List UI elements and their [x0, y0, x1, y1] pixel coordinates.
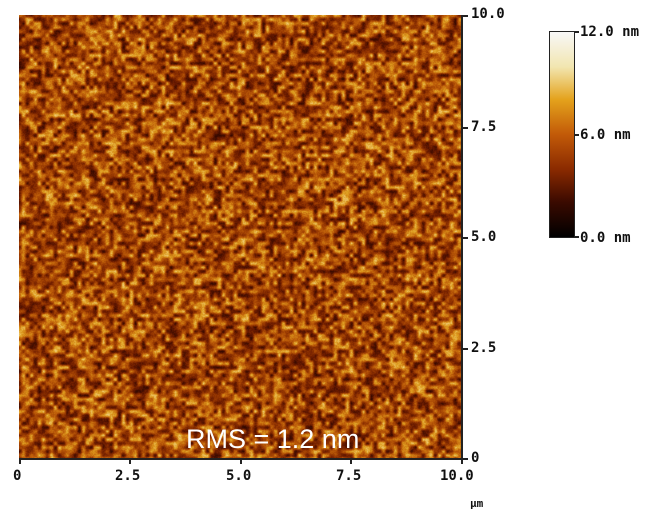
colorbar-tick-bottom — [575, 236, 579, 238]
x-axis-unit: µm — [470, 497, 484, 510]
x-tick-1 — [129, 458, 131, 464]
colorbar-tick-top — [575, 31, 579, 33]
y-tick-label-0: 0 — [471, 450, 480, 466]
x-tick-label-3: 7.5 — [336, 468, 362, 484]
y-tick-3 — [461, 127, 468, 129]
y-tick-label-4: 10.0 — [471, 6, 505, 22]
y-tick-0 — [461, 458, 468, 460]
colorbar-label-min: 0.0 nm — [580, 230, 631, 246]
height-colorbar — [549, 31, 575, 238]
x-tick-label-4: 10.0 — [440, 468, 474, 484]
x-tick-0 — [19, 458, 21, 464]
x-tick-3 — [350, 458, 352, 464]
x-tick-label-2: 5.0 — [226, 468, 252, 484]
x-tick-2 — [240, 458, 242, 464]
x-tick-label-0: 0 — [13, 468, 22, 484]
x-tick-label-1: 2.5 — [115, 468, 141, 484]
y-tick-2 — [461, 237, 468, 239]
colorbar-tick-mid — [575, 134, 579, 136]
afm-height-map — [19, 15, 462, 458]
colorbar-label-mid: 6.0 nm — [580, 127, 631, 143]
x-tick-4 — [461, 458, 463, 464]
rms-label: RMS = 1.2 nm — [186, 424, 360, 454]
y-tick-1 — [461, 348, 468, 350]
y-tick-label-1: 2.5 — [471, 340, 497, 356]
y-tick-4 — [461, 15, 468, 17]
y-tick-label-2: 5.0 — [471, 229, 497, 245]
y-tick-label-3: 7.5 — [471, 119, 497, 135]
colorbar-label-max: 12.0 nm — [580, 24, 640, 40]
